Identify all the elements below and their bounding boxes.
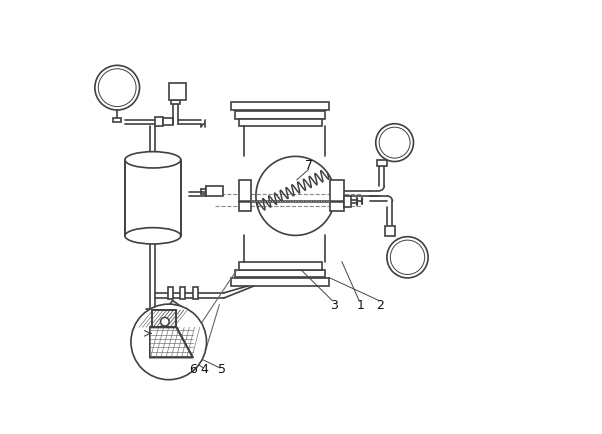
Circle shape xyxy=(131,304,206,380)
Bar xyxy=(231,279,329,286)
Circle shape xyxy=(387,237,428,278)
Polygon shape xyxy=(150,328,193,358)
Bar xyxy=(193,288,198,300)
Ellipse shape xyxy=(125,152,181,168)
Bar xyxy=(152,310,176,328)
Text: 1: 1 xyxy=(356,298,364,311)
Bar xyxy=(235,270,326,278)
Bar xyxy=(167,301,188,320)
Bar xyxy=(113,118,122,123)
Bar xyxy=(206,187,223,197)
Bar xyxy=(385,227,395,236)
Bar xyxy=(344,197,351,207)
Bar xyxy=(239,119,321,127)
Bar xyxy=(330,181,344,212)
Circle shape xyxy=(376,125,414,162)
Bar xyxy=(176,308,191,321)
Text: 7: 7 xyxy=(305,159,312,172)
Circle shape xyxy=(256,157,335,236)
Bar xyxy=(169,84,186,100)
Bar xyxy=(168,288,173,300)
Bar xyxy=(239,181,251,212)
Text: 3: 3 xyxy=(330,298,338,311)
Bar xyxy=(163,118,173,126)
Bar xyxy=(231,103,329,111)
Circle shape xyxy=(95,66,140,111)
Bar xyxy=(235,112,326,119)
Text: 6: 6 xyxy=(189,363,197,375)
Bar xyxy=(239,263,321,270)
Text: 4: 4 xyxy=(200,363,208,375)
Bar xyxy=(171,100,181,105)
Circle shape xyxy=(161,318,169,326)
Bar xyxy=(377,161,387,167)
Text: 2: 2 xyxy=(376,298,385,311)
Bar xyxy=(155,118,163,127)
Ellipse shape xyxy=(125,228,181,244)
Bar xyxy=(152,310,176,328)
Bar xyxy=(180,288,185,300)
Bar xyxy=(125,161,181,236)
Text: 5: 5 xyxy=(217,363,226,375)
